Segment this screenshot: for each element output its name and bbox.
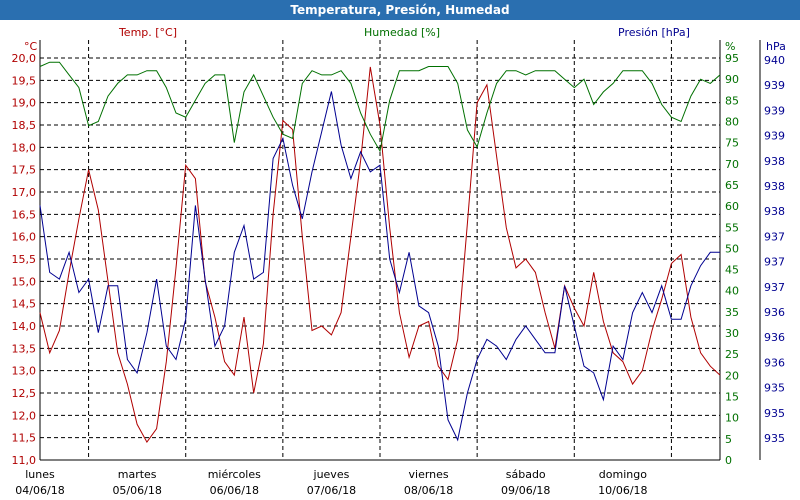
pressure-tick-label: 936 (764, 331, 785, 344)
horizontal-gridlines (40, 57, 720, 461)
humidity-tick-label: 15 (725, 391, 739, 404)
humidity-tick-label: 20 (725, 369, 739, 382)
pressure-tick-label: 936 (764, 306, 785, 319)
temperature-axis-ticks: 11,0 11,5 12,0 12,5 13,0 13,5 14,0 14,5 15,0 15,5… (12, 52, 37, 467)
humidity-tick-label: 50 (725, 242, 739, 255)
temperature-tick-label: 15,5 (12, 253, 37, 266)
humidity-unit-label: % (725, 40, 735, 53)
humidity-tick-label: 40 (725, 285, 739, 298)
temperature-unit-label: °C (24, 40, 38, 53)
pressure-tick-label: 935 (764, 382, 785, 395)
temperature-tick-label: 19,5 (12, 74, 37, 87)
axis-lines (39, 40, 761, 461)
series-lines (39, 61, 721, 444)
temperature-tick-label: 14,5 (12, 298, 37, 311)
pressure-tick-label: 936 (764, 356, 785, 369)
temperature-tick-label: 13,0 (12, 365, 37, 378)
x-tick-day-label: jueves (313, 468, 350, 481)
vertical-gridlines (88, 40, 672, 460)
humidity-tick-label: 45 (725, 264, 739, 277)
humidity-tick-label: 55 (725, 221, 739, 234)
humidity-tick-label: 0 (725, 454, 732, 467)
temperature-tick-label: 18,5 (12, 119, 37, 132)
humidity-tick-label: 75 (725, 137, 739, 150)
humidity-tick-label: 25 (725, 348, 739, 361)
temperature-tick-label: 19,0 (12, 97, 37, 110)
pressure-tick-label: 935 (764, 407, 785, 420)
humidity-tick-label: 35 (725, 306, 739, 319)
pressure-tick-label: 938 (764, 180, 785, 193)
x-tick-date-label: 10/06/18 (598, 484, 647, 497)
x-tick-date-label: 08/06/18 (404, 484, 453, 497)
x-tick-day-label: lunes (25, 468, 55, 481)
temperature-tick-label: 18,0 (12, 141, 37, 154)
pressure-tick-label: 939 (764, 104, 785, 117)
humidity-tick-label: 85 (725, 94, 739, 107)
temperature-tick-label: 17,0 (12, 186, 37, 199)
humidity-tick-label: 60 (725, 200, 739, 213)
pressure-tick-label: 939 (764, 130, 785, 143)
x-tick-date-label: 06/06/18 (210, 484, 259, 497)
humidity-tick-label: 65 (725, 179, 739, 192)
pressure-tick-label: 937 (764, 281, 785, 294)
pressure-tick-label: 937 (764, 230, 785, 243)
temperature-tick-label: 12,0 (12, 409, 37, 422)
pressure-unit-label: hPa (766, 40, 786, 53)
x-tick-day-label: martes (118, 468, 157, 481)
humidity-tick-label: 5 (725, 433, 732, 446)
x-tick-date-label: 05/06/18 (112, 484, 161, 497)
x-tick-date-label: 09/06/18 (501, 484, 550, 497)
x-tick-date-label: 07/06/18 (307, 484, 356, 497)
pressure-tick-label: 940 (764, 54, 785, 67)
temperature-series-line (39, 66, 721, 444)
x-tick-day-label: sábado (506, 468, 546, 481)
temperature-tick-label: 16,5 (12, 208, 37, 221)
x-axis-labels: lunes 04/06/18 martes 05/06/18 miércoles 06/0… (15, 468, 647, 497)
pressure-tick-label: 938 (764, 205, 785, 218)
temperature-tick-label: 17,5 (12, 164, 37, 177)
humidity-axis-label: Humedad [%] (364, 26, 440, 39)
x-tick-day-label: domingo (599, 468, 647, 481)
temperature-tick-label: 15,0 (12, 275, 37, 288)
x-tick-day-label: miércoles (208, 468, 261, 481)
temperature-axis-label: Temp. [°C] (118, 26, 177, 39)
temperature-tick-label: 13,5 (12, 342, 37, 355)
pressure-tick-label: 935 (764, 432, 785, 445)
humidity-tick-label: 90 (725, 73, 739, 86)
temperature-tick-label: 11,5 (12, 432, 37, 445)
title-bar (0, 0, 800, 20)
temperature-tick-label: 11,0 (12, 454, 37, 467)
humidity-tick-label: 10 (725, 412, 739, 425)
humidity-series-line (39, 61, 721, 153)
temperature-tick-label: 12,5 (12, 387, 37, 400)
x-tick-day-label: viernes (409, 468, 449, 481)
temperature-tick-label: 20,0 (12, 52, 37, 65)
pressure-tick-label: 937 (764, 256, 785, 269)
humidity-tick-label: 80 (725, 115, 739, 128)
pressure-series-line (39, 91, 720, 442)
x-tick-date-label: 04/06/18 (15, 484, 64, 497)
pressure-axis-ticks: 935 935 935 936 936 936 937 937 937 938 938 938 939 9… (764, 54, 785, 445)
humidity-tick-label: 30 (725, 327, 739, 340)
pressure-tick-label: 938 (764, 155, 785, 168)
humidity-axis-ticks: 0 5 10 15 20 25 30 35 40 45 50 55 60 65 70 75 80 85 90 95 (725, 52, 739, 467)
humidity-tick-label: 70 (725, 158, 739, 171)
temperature-tick-label: 14,0 (12, 320, 37, 333)
chart-title: Temperatura, Presión, Humedad (290, 3, 510, 17)
pressure-tick-label: 939 (764, 79, 785, 92)
temperature-tick-label: 16,0 (12, 231, 37, 244)
humidity-tick-label: 95 (725, 52, 739, 65)
pressure-axis-label: Presión [hPa] (618, 26, 690, 39)
